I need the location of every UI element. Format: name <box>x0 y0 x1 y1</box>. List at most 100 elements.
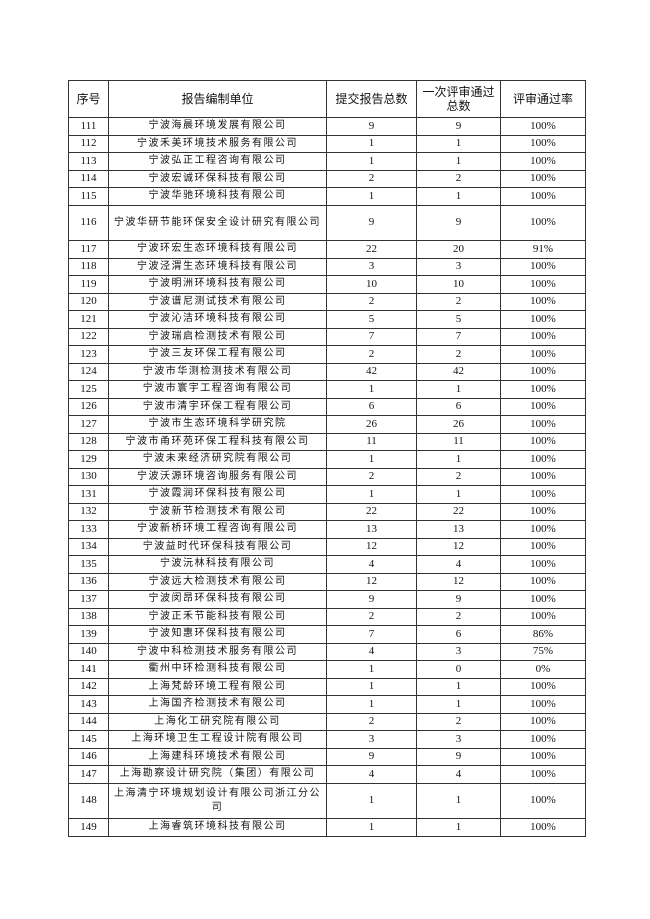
row-index: 144 <box>68 712 109 731</box>
table-row: 124 宁波市华测检测技术有限公司 42 42 100% <box>68 362 586 381</box>
row-unit: 上海环境卫生工程设计院有限公司 <box>108 730 327 749</box>
row-pass-rate: 100% <box>500 134 586 153</box>
table-row: 127 宁波市生态环境科学研究院 26 26 100% <box>68 415 586 434</box>
row-index: 117 <box>68 240 109 259</box>
table-row: 112 宁波禾美环境技术服务有限公司 1 1 100% <box>68 134 586 153</box>
row-pass-rate: 100% <box>500 204 586 241</box>
row-pass-rate: 100% <box>500 380 586 399</box>
row-first-pass: 2 <box>416 712 501 731</box>
table-row: 135 宁波沅林科技有限公司 4 4 100% <box>68 555 586 574</box>
row-index: 119 <box>68 275 109 294</box>
row-pass-rate: 91% <box>500 240 586 259</box>
row-unit: 宁波新节检测技术有限公司 <box>108 502 327 521</box>
header-index: 序号 <box>68 80 109 118</box>
row-pass-rate: 100% <box>500 782 586 819</box>
table-row: 115 宁波华驰环境科技有限公司 1 1 100% <box>68 187 586 206</box>
row-first-pass: 1 <box>416 152 501 171</box>
row-unit: 宁波海晨环境发展有限公司 <box>108 117 327 136</box>
row-first-pass: 3 <box>416 730 501 749</box>
row-unit: 宁波新桥环境工程咨询有限公司 <box>108 520 327 539</box>
row-first-pass: 9 <box>416 117 501 136</box>
row-index: 132 <box>68 502 109 521</box>
row-unit: 上海建科环境技术有限公司 <box>108 747 327 766</box>
row-index: 123 <box>68 345 109 364</box>
row-index: 137 <box>68 590 109 609</box>
table-row: 131 宁波霞润环保科技有限公司 1 1 100% <box>68 485 586 504</box>
row-pass-rate: 100% <box>500 520 586 539</box>
row-submitted: 1 <box>326 677 417 696</box>
row-submitted: 2 <box>326 712 417 731</box>
row-unit: 宁波益时代环保科技有限公司 <box>108 537 327 556</box>
row-unit: 衢州中环检测科技有限公司 <box>108 660 327 679</box>
row-first-pass: 1 <box>416 134 501 153</box>
row-index: 120 <box>68 292 109 311</box>
row-first-pass: 6 <box>416 625 501 644</box>
row-index: 135 <box>68 555 109 574</box>
row-submitted: 4 <box>326 642 417 661</box>
row-submitted: 12 <box>326 572 417 591</box>
row-index: 128 <box>68 432 109 451</box>
row-pass-rate: 100% <box>500 117 586 136</box>
row-first-pass: 12 <box>416 537 501 556</box>
table-row: 132 宁波新节检测技术有限公司 22 22 100% <box>68 502 586 521</box>
row-first-pass: 1 <box>416 818 501 837</box>
row-submitted: 2 <box>326 345 417 364</box>
row-submitted: 4 <box>326 555 417 574</box>
row-first-pass: 1 <box>416 450 501 469</box>
row-first-pass: 7 <box>416 327 501 346</box>
row-pass-rate: 100% <box>500 485 586 504</box>
row-pass-rate: 0% <box>500 660 586 679</box>
row-submitted: 1 <box>326 485 417 504</box>
row-first-pass: 3 <box>416 642 501 661</box>
row-submitted: 1 <box>326 450 417 469</box>
row-pass-rate: 100% <box>500 345 586 364</box>
row-first-pass: 1 <box>416 677 501 696</box>
row-first-pass: 3 <box>416 257 501 276</box>
row-pass-rate: 100% <box>500 152 586 171</box>
table-row: 133 宁波新桥环境工程咨询有限公司 13 13 100% <box>68 520 586 539</box>
row-pass-rate: 100% <box>500 467 586 486</box>
row-unit: 上海梵龄环境工程有限公司 <box>108 677 327 696</box>
row-submitted: 26 <box>326 415 417 434</box>
row-index: 127 <box>68 415 109 434</box>
row-first-pass: 6 <box>416 397 501 416</box>
row-submitted: 9 <box>326 204 417 241</box>
table-row: 136 宁波远大检测技术有限公司 12 12 100% <box>68 572 586 591</box>
row-pass-rate: 100% <box>500 187 586 206</box>
row-unit: 上海国齐检测技术有限公司 <box>108 695 327 714</box>
table-row: 149 上海睿筑环境科技有限公司 1 1 100% <box>68 818 586 837</box>
table-row: 126 宁波市清宇环保工程有限公司 6 6 100% <box>68 397 586 416</box>
table-row: 121 宁波沁洁环境科技有限公司 5 5 100% <box>68 310 586 329</box>
row-pass-rate: 100% <box>500 432 586 451</box>
row-index: 129 <box>68 450 109 469</box>
header-pass-rate: 评审通过率 <box>500 80 586 118</box>
table-row: 134 宁波益时代环保科技有限公司 12 12 100% <box>68 537 586 556</box>
row-pass-rate: 100% <box>500 555 586 574</box>
row-unit: 宁波市寰宇工程咨询有限公司 <box>108 380 327 399</box>
table-row: 119 宁波明洲环境科技有限公司 10 10 100% <box>68 275 586 294</box>
row-pass-rate: 75% <box>500 642 586 661</box>
row-submitted: 22 <box>326 502 417 521</box>
row-pass-rate: 100% <box>500 327 586 346</box>
table-row: 148 上海清宁环境规划设计有限公司浙江分公司 1 1 100% <box>68 782 586 819</box>
row-pass-rate: 100% <box>500 450 586 469</box>
row-index: 112 <box>68 134 109 153</box>
row-first-pass: 1 <box>416 782 501 819</box>
row-submitted: 1 <box>326 152 417 171</box>
row-unit: 宁波弘正工程咨询有限公司 <box>108 152 327 171</box>
table-row: 140 宁波中科检测技术服务有限公司 4 3 75% <box>68 642 586 661</box>
row-submitted: 1 <box>326 187 417 206</box>
row-index: 114 <box>68 169 109 188</box>
row-submitted: 6 <box>326 397 417 416</box>
row-unit: 宁波闵昂环保科技有限公司 <box>108 590 327 609</box>
table-row: 118 宁波泾渭生态环境科技有限公司 3 3 100% <box>68 257 586 276</box>
table-row: 128 宁波市甬环苑环保工程科技有限公司 11 11 100% <box>68 432 586 451</box>
row-pass-rate: 100% <box>500 730 586 749</box>
row-pass-rate: 100% <box>500 397 586 416</box>
row-pass-rate: 100% <box>500 362 586 381</box>
row-first-pass: 26 <box>416 415 501 434</box>
row-unit: 宁波知惠环保科技有限公司 <box>108 625 327 644</box>
row-first-pass: 10 <box>416 275 501 294</box>
row-first-pass: 1 <box>416 187 501 206</box>
table-row: 120 宁波谱尼测试技术有限公司 2 2 100% <box>68 292 586 311</box>
